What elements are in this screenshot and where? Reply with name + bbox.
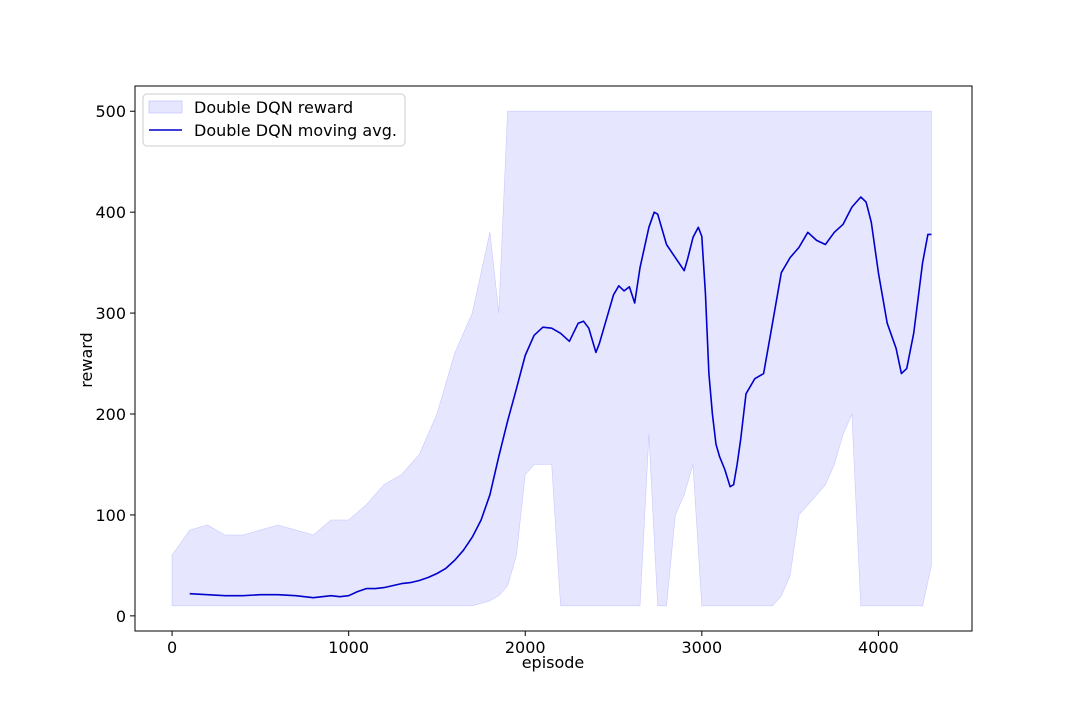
legend-box (142, 93, 406, 147)
legend-swatch-band (148, 100, 183, 114)
y-tick-label: 400 (95, 203, 126, 222)
y-tick-label: 100 (95, 506, 126, 525)
legend: Double DQN reward Double DQN moving avg. (142, 93, 406, 147)
plot-area (171, 110, 932, 607)
y-tick-label: 200 (95, 405, 126, 424)
reward-band (171, 110, 932, 607)
x-tick-label: 2000 (505, 638, 546, 657)
x-tick-label: 3000 (681, 638, 722, 657)
y-tick-label: 0 (116, 607, 126, 626)
legend-label-line: Double DQN moving avg. (194, 121, 397, 140)
axes: 0 1000 2000 3000 4000 0 100 200 300 400 500 (95, 85, 973, 657)
y-axis-label: reward (77, 332, 96, 387)
moving-average-line (189, 196, 932, 599)
x-axis-label: episode (522, 653, 585, 672)
y-tick-label: 500 (95, 102, 126, 121)
axes-frame (134, 85, 973, 632)
x-tick-label: 0 (167, 638, 177, 657)
legend-label-band: Double DQN reward (194, 98, 353, 117)
y-tick-label: 300 (95, 304, 126, 323)
x-tick-label: 1000 (328, 638, 369, 657)
x-tick-label: 4000 (858, 638, 899, 657)
